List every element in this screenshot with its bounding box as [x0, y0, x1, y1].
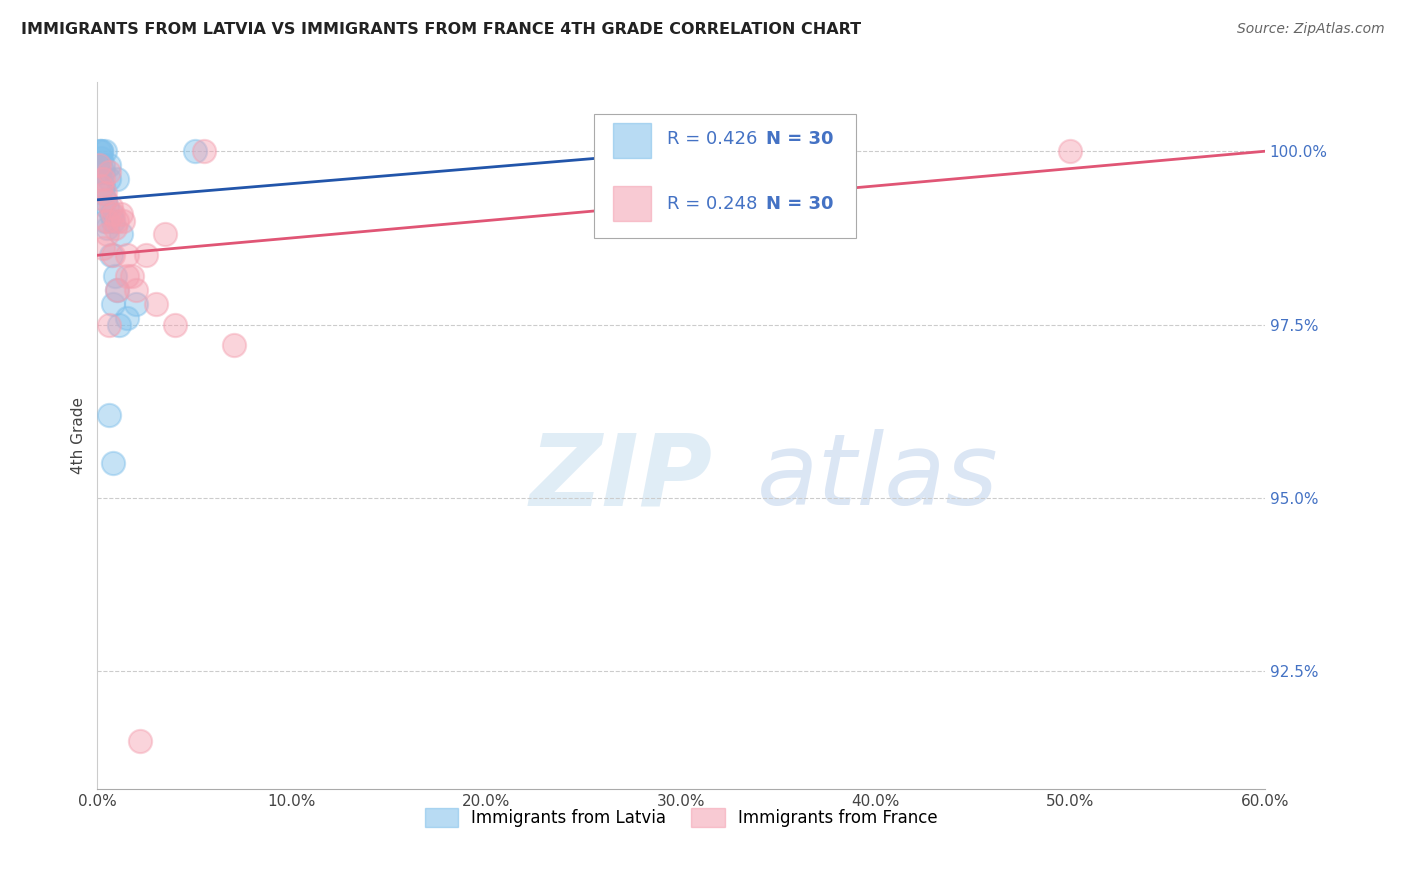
Point	[222, 338, 245, 352]
Point	[111, 213, 134, 227]
Y-axis label: 4th Grade: 4th Grade	[72, 397, 86, 474]
Point	[96, 220, 118, 235]
Point	[145, 297, 167, 311]
Point	[105, 283, 128, 297]
Point	[105, 283, 128, 297]
Point	[98, 158, 121, 172]
Point	[121, 268, 143, 283]
Point	[90, 178, 112, 193]
Point	[110, 207, 132, 221]
Point	[101, 456, 124, 470]
Point	[105, 172, 128, 186]
FancyBboxPatch shape	[613, 186, 651, 221]
Point	[101, 248, 124, 262]
Text: N = 30: N = 30	[766, 130, 834, 148]
Point	[100, 207, 122, 221]
Point	[1059, 145, 1081, 159]
Point	[101, 297, 124, 311]
Text: IMMIGRANTS FROM LATVIA VS IMMIGRANTS FROM FRANCE 4TH GRADE CORRELATION CHART: IMMIGRANTS FROM LATVIA VS IMMIGRANTS FRO…	[21, 22, 862, 37]
Point	[90, 151, 112, 165]
Point	[101, 213, 124, 227]
Point	[115, 268, 138, 283]
Point	[96, 213, 118, 227]
Point	[91, 241, 114, 255]
Point	[193, 145, 215, 159]
Point	[135, 248, 157, 262]
Point	[96, 200, 118, 214]
Point	[91, 178, 114, 193]
Point	[100, 248, 122, 262]
Point	[89, 165, 111, 179]
Point	[94, 213, 117, 227]
Point	[107, 318, 129, 332]
Text: atlas: atlas	[756, 430, 998, 526]
Text: R = 0.248: R = 0.248	[666, 194, 758, 212]
Point	[94, 145, 117, 159]
Point	[94, 186, 117, 200]
Point	[98, 408, 121, 422]
Text: Source: ZipAtlas.com: Source: ZipAtlas.com	[1237, 22, 1385, 37]
Text: N = 30: N = 30	[766, 194, 834, 212]
Legend: Immigrants from Latvia, Immigrants from France: Immigrants from Latvia, Immigrants from …	[418, 801, 945, 834]
Point	[98, 165, 121, 179]
FancyBboxPatch shape	[593, 113, 856, 237]
Point	[115, 310, 138, 325]
Point	[165, 318, 187, 332]
Point	[129, 733, 152, 747]
Point	[90, 145, 112, 159]
Point	[98, 172, 121, 186]
Point	[94, 193, 117, 207]
FancyBboxPatch shape	[613, 122, 651, 158]
Point	[89, 158, 111, 172]
Point	[110, 227, 132, 242]
Point	[125, 297, 148, 311]
Point	[100, 200, 122, 214]
Point	[91, 172, 114, 186]
Point	[101, 207, 124, 221]
Text: R = 0.426: R = 0.426	[666, 130, 758, 148]
Text: ZIP: ZIP	[529, 430, 713, 526]
Point	[98, 318, 121, 332]
Point	[90, 145, 112, 159]
Point	[89, 145, 111, 159]
Point	[183, 145, 205, 159]
Point	[125, 283, 148, 297]
Point	[91, 165, 114, 179]
Point	[155, 227, 177, 242]
Point	[104, 220, 127, 235]
Point	[96, 227, 118, 242]
Point	[91, 186, 114, 200]
Point	[115, 248, 138, 262]
Point	[94, 193, 117, 207]
Point	[91, 158, 114, 172]
Point	[105, 213, 128, 227]
Point	[104, 268, 127, 283]
